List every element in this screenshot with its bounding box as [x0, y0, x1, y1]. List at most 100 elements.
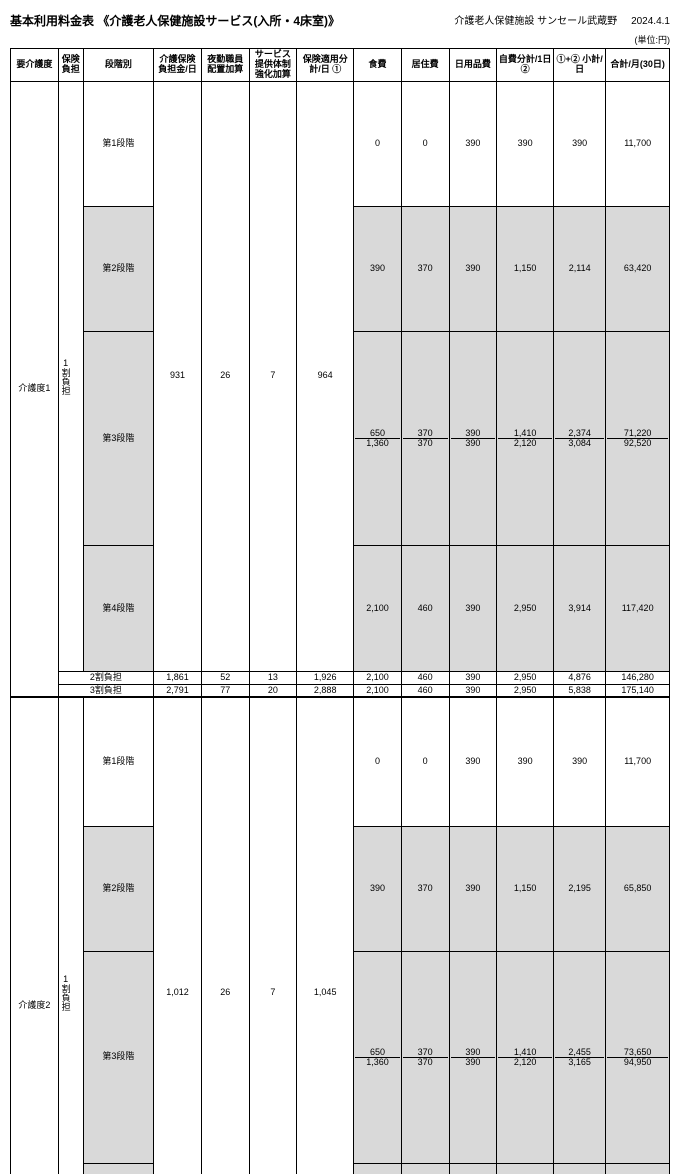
cell: 第2段階	[83, 827, 153, 951]
cell: 1,4102,120	[497, 951, 554, 1163]
cell: 52	[201, 671, 249, 684]
col-n: 日用品費	[449, 49, 497, 82]
cell: 3,914	[554, 546, 606, 671]
cell: 964	[297, 81, 354, 671]
cell: 2,100	[354, 684, 402, 697]
col-b: 夜勤職員配置加算	[201, 49, 249, 82]
cell: 2,4553,165	[554, 951, 606, 1163]
cell: 第3段階	[83, 332, 153, 546]
col-l: 居住費	[401, 49, 449, 82]
table-row: 2割負担1,86152131,9262,1004603902,9504,8761…	[11, 671, 670, 684]
cell: 7	[249, 697, 297, 1174]
cell: 2,791	[154, 684, 202, 697]
cell: 390	[449, 81, 497, 206]
cell: 13	[249, 671, 297, 684]
cell: 146,280	[606, 671, 670, 684]
cell: 0	[401, 697, 449, 826]
cell: 6501,360	[354, 951, 402, 1163]
col-care-level: 要介護度	[11, 49, 59, 82]
cell: 0	[354, 81, 402, 206]
table-row: 介護度11割負担第1段階9312679640039039039011,700	[11, 81, 670, 206]
cell: 390390	[449, 332, 497, 546]
cell: 370	[401, 207, 449, 332]
cell: 1,150	[497, 827, 554, 951]
cell: 370	[401, 827, 449, 951]
cell: 2,950	[497, 684, 554, 697]
cell: 1,861	[154, 671, 202, 684]
cell: 第4段階	[83, 546, 153, 671]
cell: 2,950	[497, 671, 554, 684]
col-a: 介護保険負担金/日	[154, 49, 202, 82]
cell: 390390	[449, 951, 497, 1163]
cell: 26	[201, 81, 249, 671]
header-row: 要介護度 保険負担 段階別 介護保険負担金/日 夜勤職員配置加算 サービス提供体…	[11, 49, 670, 82]
cell: 2,100	[354, 1163, 402, 1174]
doc-date: 2024.4.1	[631, 16, 670, 27]
cell: 0	[354, 697, 402, 826]
cell: 2,100	[354, 671, 402, 684]
cell: 11,700	[606, 81, 670, 206]
cell: 390	[449, 827, 497, 951]
col-f: 食費	[354, 49, 402, 82]
cell: 2,888	[297, 684, 354, 697]
cell: 第2段階	[83, 207, 153, 332]
header: 基本利用料金表 《介護老人保健施設サービス(入所・4床室)》 介護老人保健施設 …	[10, 12, 670, 29]
cell: 390	[354, 207, 402, 332]
cell: 390	[449, 684, 497, 697]
col-d: 保険適用分計/日 ①	[297, 49, 354, 82]
cell: 6501,360	[354, 332, 402, 546]
cell: 介護度2	[11, 697, 59, 1174]
cell: 117,420	[606, 546, 670, 671]
cell: 390	[449, 697, 497, 826]
col-s: ①+② 小計/日	[554, 49, 606, 82]
cell: 4,876	[554, 671, 606, 684]
cell: 2,195	[554, 827, 606, 951]
table-row: 3割負担2,79177202,8882,1004603902,9505,8381…	[11, 684, 670, 697]
cell: 390	[449, 207, 497, 332]
cell: 65,850	[606, 827, 670, 951]
cell: 2,950	[497, 546, 554, 671]
cell: 390	[554, 697, 606, 826]
facility-name: 介護老人保健施設 サンセール武蔵野	[454, 16, 617, 27]
cell: 931	[154, 81, 202, 671]
cell: 7	[249, 81, 297, 671]
fee-table: 要介護度 保険負担 段階別 介護保険負担金/日 夜勤職員配置加算 サービス提供体…	[10, 48, 670, 1174]
cell: 1,150	[497, 207, 554, 332]
cell: 73,65094,950	[606, 951, 670, 1163]
cell: 20	[249, 684, 297, 697]
page-title: 基本利用料金表 《介護老人保健施設サービス(入所・4床室)》	[10, 12, 340, 29]
cell: 1,045	[297, 697, 354, 1174]
col-t: 合計/月(30日)	[606, 49, 670, 82]
cell: 第3段階	[83, 951, 153, 1163]
cell: 1割負担	[58, 81, 83, 671]
cell: 2,114	[554, 207, 606, 332]
cell: 460	[401, 671, 449, 684]
cell: 71,22092,520	[606, 332, 670, 546]
cell: 2割負担	[58, 671, 153, 684]
cell: 1,926	[297, 671, 354, 684]
cell: 390	[497, 81, 554, 206]
cell: 5,838	[554, 684, 606, 697]
col-stage: 段階別	[83, 49, 153, 82]
cell: 第1段階	[83, 81, 153, 206]
unit-label: (単位:円)	[10, 33, 670, 46]
cell: 119,850	[606, 1163, 670, 1174]
cell: 77	[201, 684, 249, 697]
cell: 2,3743,084	[554, 332, 606, 546]
col-c: サービス提供体制強化加算	[249, 49, 297, 82]
cell: 370370	[401, 951, 449, 1163]
cell: 2,100	[354, 546, 402, 671]
cell: 390	[449, 1163, 497, 1174]
cell: 460	[401, 684, 449, 697]
table-row: 介護度21割負担第1段階1,0122671,0450039039039011,7…	[11, 697, 670, 826]
cell: 390	[449, 546, 497, 671]
cell: 26	[201, 697, 249, 1174]
cell: 第4段階	[83, 1163, 153, 1174]
cell: 1割負担	[58, 697, 83, 1174]
header-right: 介護老人保健施設 サンセール武蔵野 2024.4.1	[454, 12, 670, 27]
cell: 介護度1	[11, 81, 59, 697]
cell: 2,950	[497, 1163, 554, 1174]
table-body: 介護度11割負担第1段階9312679640039039039011,700第2…	[11, 81, 670, 1174]
cell: 175,140	[606, 684, 670, 697]
cell: 460	[401, 1163, 449, 1174]
